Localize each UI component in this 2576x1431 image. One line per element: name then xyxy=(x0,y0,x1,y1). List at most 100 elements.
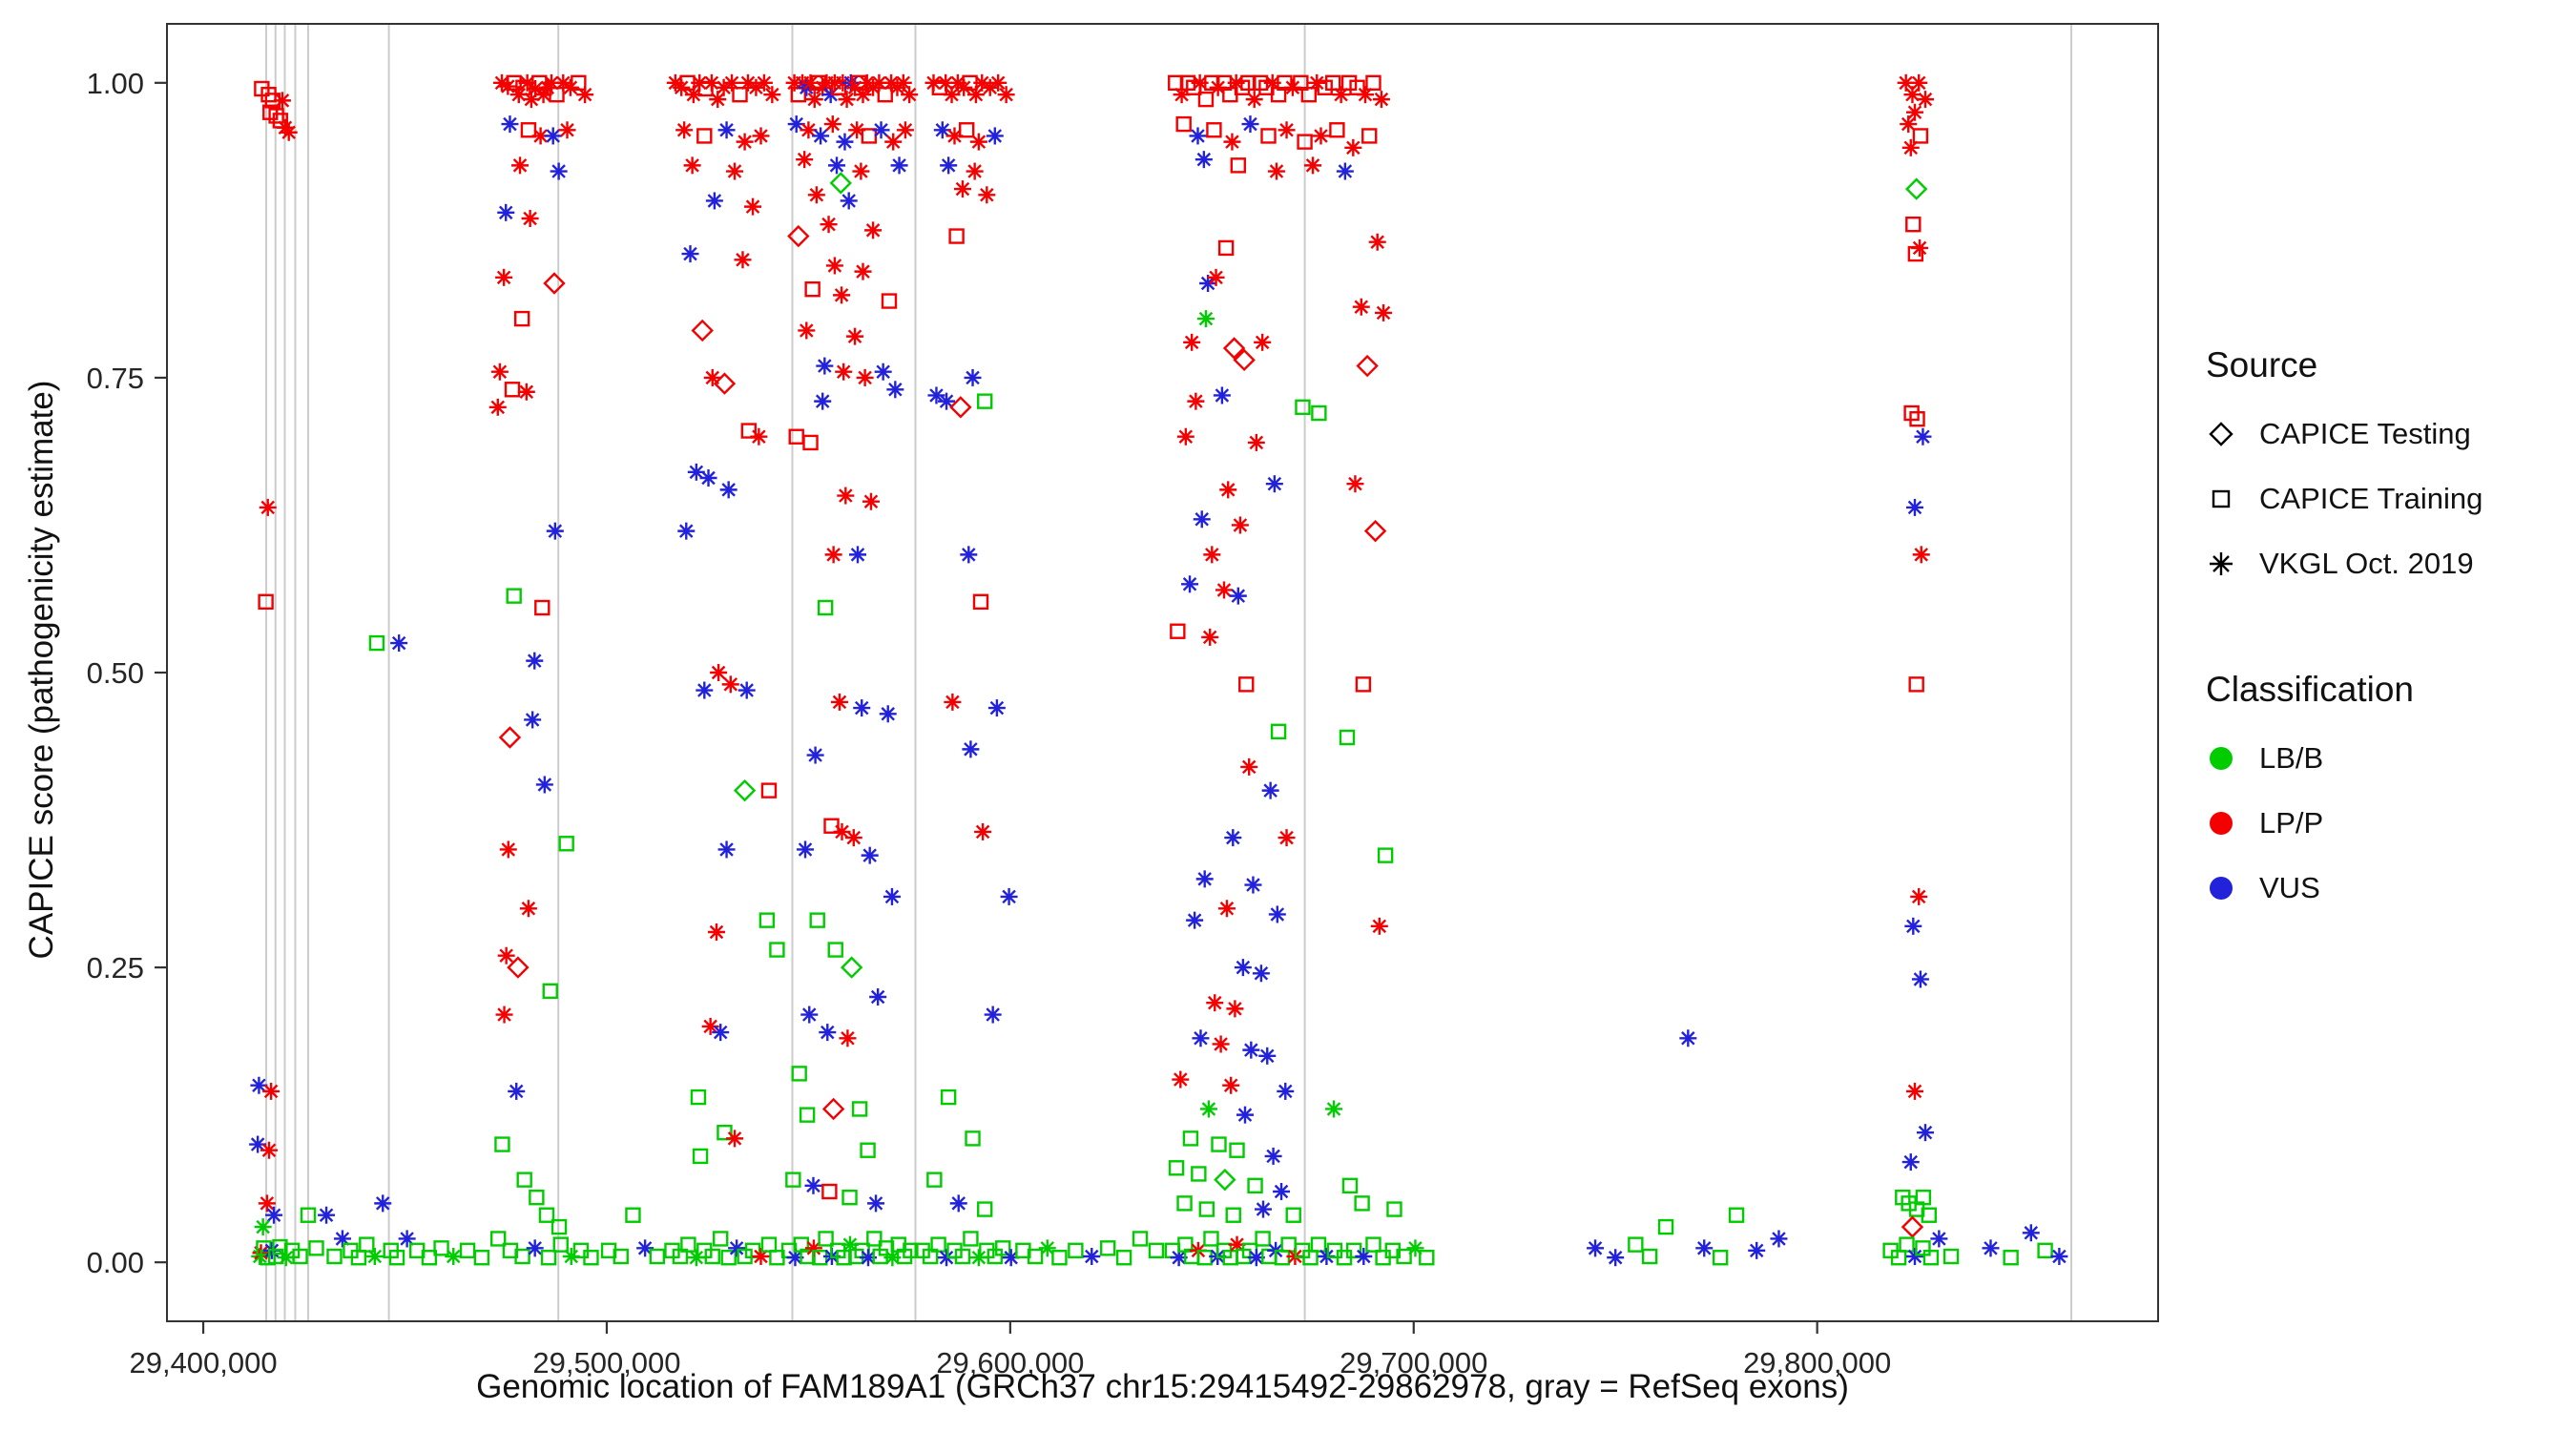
point xyxy=(977,393,993,409)
point xyxy=(1915,1189,1932,1206)
point xyxy=(825,257,843,275)
point xyxy=(1728,1207,1745,1223)
point xyxy=(862,492,880,510)
exon-lines xyxy=(265,24,2072,1321)
point xyxy=(791,1066,807,1082)
point xyxy=(705,192,723,210)
point xyxy=(818,1231,834,1247)
point xyxy=(1916,1124,1934,1142)
point xyxy=(514,1248,530,1265)
point xyxy=(1199,1100,1217,1118)
point xyxy=(944,693,962,711)
legend-label-vkgl: VKGL Oct. 2019 xyxy=(2259,547,2474,580)
point xyxy=(1368,233,1386,251)
point xyxy=(1911,970,1929,988)
point xyxy=(1901,138,1920,156)
point xyxy=(1170,623,1186,639)
point xyxy=(1912,546,1930,564)
point xyxy=(1196,1250,1213,1266)
point xyxy=(1300,86,1318,103)
point xyxy=(1038,1239,1056,1257)
legend-item-capice-testing: CAPICE Testing xyxy=(2206,414,2483,454)
point xyxy=(787,115,805,134)
point xyxy=(1233,348,1256,372)
point xyxy=(864,221,883,239)
point xyxy=(262,1082,280,1100)
point xyxy=(1273,1183,1291,1200)
point xyxy=(1222,337,1246,360)
point xyxy=(1297,134,1313,150)
point xyxy=(1587,1239,1605,1257)
point xyxy=(1386,1201,1402,1217)
point xyxy=(856,368,874,386)
point xyxy=(1345,1242,1362,1259)
point xyxy=(1261,781,1279,799)
point xyxy=(1278,121,1296,139)
point xyxy=(989,73,1008,92)
point xyxy=(501,115,519,134)
point xyxy=(1365,1236,1381,1253)
point xyxy=(1375,303,1393,321)
point xyxy=(838,91,856,109)
point xyxy=(1172,1070,1190,1089)
point xyxy=(966,162,984,180)
point xyxy=(254,1218,272,1236)
point xyxy=(1238,676,1255,693)
point xyxy=(861,846,879,864)
point xyxy=(866,1231,883,1247)
legend-label-capice-training: CAPICE Training xyxy=(2259,482,2483,515)
point xyxy=(1206,994,1224,1012)
point xyxy=(1229,1142,1245,1158)
point xyxy=(672,1248,689,1265)
point xyxy=(851,1101,868,1117)
point xyxy=(987,699,1006,717)
point xyxy=(1265,475,1283,493)
point xyxy=(544,127,562,145)
x-tick-label: 29,400,000 xyxy=(129,1346,277,1379)
point xyxy=(1225,1207,1241,1223)
point xyxy=(1189,127,1207,145)
point xyxy=(1910,73,1928,92)
point xyxy=(1355,1248,1373,1265)
point xyxy=(368,634,385,652)
point xyxy=(1203,546,1221,564)
point xyxy=(814,392,832,410)
point xyxy=(1229,587,1247,605)
y-tick-label: 0.50 xyxy=(87,656,144,690)
point xyxy=(524,711,542,729)
point xyxy=(506,588,522,604)
point xyxy=(1336,162,1354,180)
point xyxy=(1907,245,1924,262)
x-tick-label: 29,700,000 xyxy=(1340,1346,1487,1379)
point xyxy=(1354,1195,1370,1212)
point xyxy=(1222,1076,1240,1094)
point xyxy=(949,1194,967,1213)
point xyxy=(1252,964,1270,983)
point xyxy=(625,1207,641,1223)
point xyxy=(769,942,785,958)
y-tick-label: 0.25 xyxy=(87,951,144,985)
point xyxy=(258,593,274,611)
point xyxy=(1231,516,1249,534)
point xyxy=(1196,310,1215,328)
point xyxy=(755,73,773,92)
point xyxy=(561,78,579,96)
point xyxy=(804,280,821,298)
point xyxy=(1181,575,1199,593)
point xyxy=(308,1240,324,1256)
point xyxy=(833,286,851,304)
point xyxy=(1000,887,1018,905)
point xyxy=(516,1172,532,1188)
point xyxy=(869,988,887,1006)
point xyxy=(984,1006,1002,1024)
point xyxy=(1905,103,1923,121)
point xyxy=(1186,911,1204,929)
point xyxy=(860,1142,876,1158)
point xyxy=(513,310,530,327)
point xyxy=(878,1240,895,1256)
legend-item-lbb: LB/B xyxy=(2206,738,2483,778)
point xyxy=(696,128,713,144)
point xyxy=(1901,1153,1920,1172)
point xyxy=(520,122,537,138)
point xyxy=(799,1107,816,1123)
